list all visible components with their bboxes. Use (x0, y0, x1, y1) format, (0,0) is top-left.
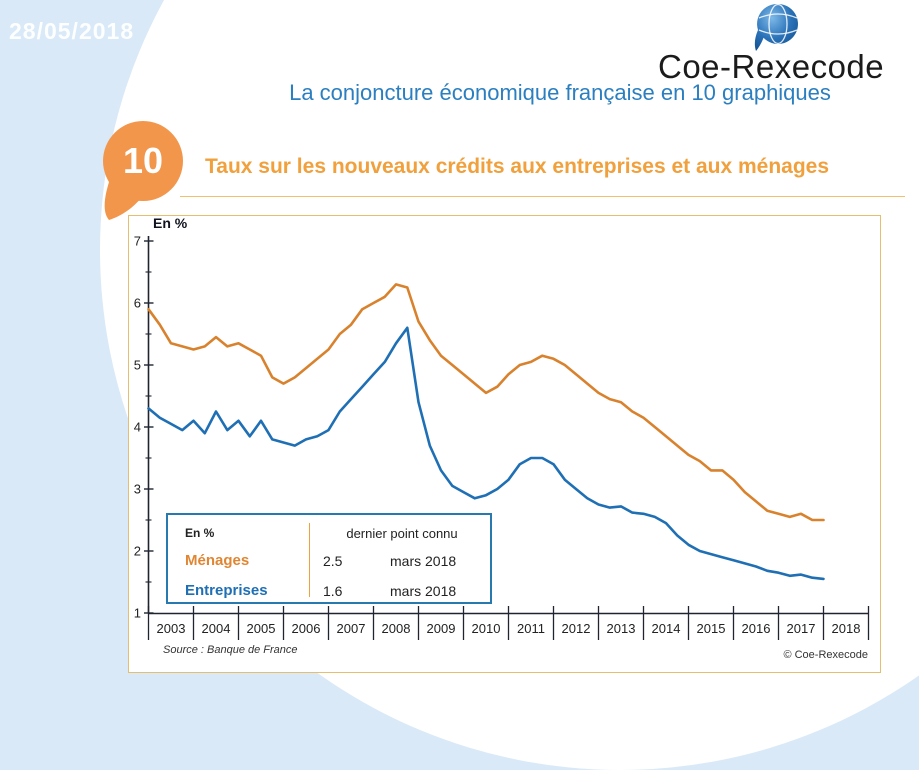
svg-text:2003: 2003 (157, 621, 186, 636)
legend-value-entreprises: 1.6 (323, 583, 343, 599)
chart-panel: 1 2 3 4 5 6 7 2003 2004 2005 2006 2007 2008 2009 2010 2… (128, 215, 881, 673)
svg-text:2013: 2013 (607, 621, 636, 636)
svg-text:1: 1 (134, 606, 141, 621)
globe-icon (754, 3, 798, 52)
date-label: 28/05/2018 (9, 18, 135, 44)
svg-text:6: 6 (134, 296, 141, 311)
svg-text:2018: 2018 (832, 621, 861, 636)
legend-value-menages: 2.5 (323, 553, 343, 569)
svg-text:2014: 2014 (652, 621, 681, 636)
legend-header: dernier point connu (346, 526, 458, 541)
logo-text: Coe-Rexecode (658, 48, 885, 85)
line-chart: 1 2 3 4 5 6 7 2003 2004 2005 2006 2007 2008 2009 2010 2… (134, 216, 870, 640)
svg-text:2008: 2008 (382, 621, 411, 636)
section-number: 10 (122, 140, 164, 181)
page-title: La conjoncture économique française en 1… (289, 80, 831, 105)
svg-text:2007: 2007 (337, 621, 366, 636)
logo: Coe-Rexecode (658, 2, 884, 86)
legend-date-menages: mars 2018 (390, 553, 457, 569)
legend-divider (309, 523, 310, 597)
speech-bubble-icon (103, 121, 183, 220)
svg-text:2004: 2004 (202, 621, 231, 636)
svg-text:2017: 2017 (787, 621, 816, 636)
legend-label-menages: Ménages (185, 552, 250, 569)
svg-text:2: 2 (134, 544, 141, 559)
section-number-badge: 10 (95, 118, 195, 228)
svg-text:2015: 2015 (697, 621, 726, 636)
svg-text:2010: 2010 (472, 621, 501, 636)
chart-legend: En % dernier point connu Ménages 2.5 mar… (166, 513, 492, 604)
svg-text:2006: 2006 (292, 621, 321, 636)
svg-text:2005: 2005 (247, 621, 276, 636)
svg-text:7: 7 (134, 234, 141, 249)
svg-text:3: 3 (134, 482, 141, 497)
svg-text:En %: En % (153, 216, 188, 231)
legend-label-entreprises: Entreprises (185, 582, 268, 599)
svg-text:5: 5 (134, 358, 141, 373)
legend-date-entreprises: mars 2018 (390, 583, 457, 599)
title-underline (180, 196, 905, 197)
svg-text:4: 4 (134, 420, 141, 435)
source-note: Source : Banque de France (163, 644, 298, 656)
svg-text:2012: 2012 (562, 621, 591, 636)
legend-unit-label: En % (185, 526, 215, 540)
svg-text:2009: 2009 (427, 621, 456, 636)
section-title: Taux sur les nouveaux crédits aux entrep… (205, 155, 830, 178)
copyright-note: © Coe-Rexecode (783, 649, 868, 661)
svg-text:2016: 2016 (742, 621, 771, 636)
svg-text:2011: 2011 (517, 621, 545, 636)
